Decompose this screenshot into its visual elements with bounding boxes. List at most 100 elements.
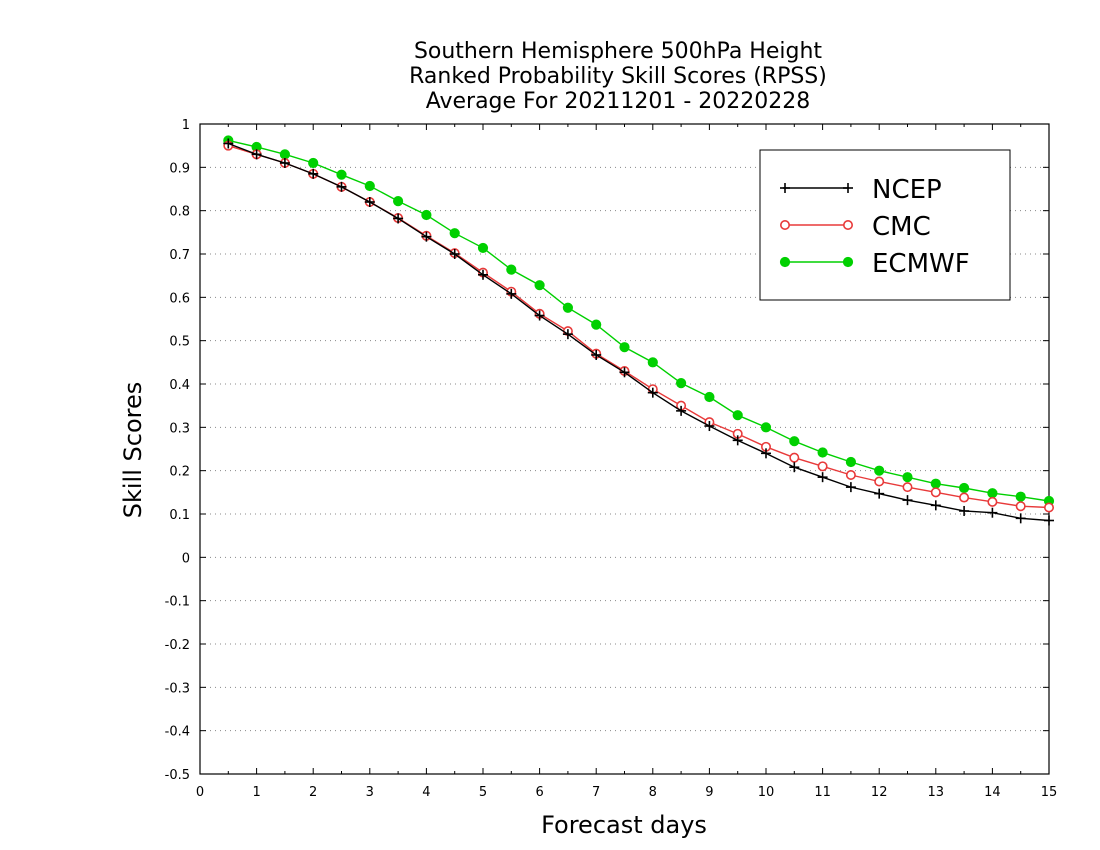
data-point — [845, 469, 856, 480]
data-point — [1044, 502, 1055, 513]
x-tick-label: 0 — [196, 785, 204, 800]
chart-title: Southern Hemisphere 500hPa HeightRanked … — [409, 39, 827, 114]
y-axis-label: Skill Scores — [119, 382, 147, 519]
x-axis-label: Forecast days — [541, 811, 707, 839]
data-point — [676, 405, 687, 416]
x-tick-label: 5 — [479, 785, 487, 800]
data-point — [760, 422, 772, 433]
data-point — [393, 196, 404, 207]
data-point — [477, 242, 489, 254]
data-point — [761, 448, 771, 459]
data-point — [562, 329, 573, 340]
data-point — [987, 496, 998, 507]
y-tick-label: 0.2 — [169, 465, 190, 480]
data-point — [987, 488, 998, 499]
legend-item: NCEP — [780, 175, 942, 205]
data-point — [789, 452, 800, 463]
data-point — [393, 213, 404, 224]
data-point — [279, 158, 290, 168]
x-tick-label: 4 — [422, 785, 430, 800]
data-point — [1044, 515, 1054, 526]
data-point — [364, 197, 375, 207]
data-point — [308, 168, 319, 179]
series-line — [228, 142, 1050, 522]
x-tick-label: 13 — [928, 785, 945, 800]
data-point — [449, 249, 460, 259]
data-point — [1015, 491, 1026, 502]
legend-marker — [780, 183, 790, 193]
data-point — [591, 349, 602, 360]
chart-title-line: Southern Hemisphere 500hPa Height — [414, 39, 822, 64]
data-point — [732, 435, 743, 446]
y-tick-label: 0.8 — [169, 205, 190, 220]
data-point — [364, 180, 375, 192]
data-point — [817, 461, 828, 472]
y-axis: -0.5 -0.4 -0.3 -0.2 -0.1 0 0.1 0.2 0.3 0.4 0.5 0.6 0… — [165, 118, 1049, 783]
data-point — [308, 157, 319, 169]
legend-marker — [779, 256, 791, 268]
data-point — [421, 231, 432, 242]
chart-title-line: Ranked Probability Skill Scores (RPSS) — [409, 64, 827, 89]
y-tick-label: 1 — [182, 118, 190, 133]
legend-marker — [779, 220, 790, 231]
legend-item: CMC — [779, 212, 931, 242]
data-point — [930, 478, 941, 489]
y-tick-label: 0.3 — [169, 421, 190, 436]
data-point — [1015, 513, 1026, 524]
y-tick-label: -0.5 — [165, 768, 190, 783]
data-point — [506, 288, 517, 299]
data-point — [959, 505, 970, 516]
legend-marker — [842, 256, 854, 268]
data-point — [647, 357, 658, 368]
x-tick-label: 3 — [366, 785, 374, 800]
data-point — [676, 378, 687, 389]
data-point — [732, 410, 743, 421]
data-point — [874, 476, 885, 487]
data-point — [987, 507, 998, 518]
legend-label: CMC — [872, 212, 931, 242]
data-point — [336, 169, 347, 180]
data-point — [845, 456, 857, 468]
data-point — [336, 181, 347, 192]
data-point — [902, 472, 913, 483]
data-point — [930, 500, 941, 511]
legend: NCEP CMC ECMWF — [759, 149, 1011, 301]
x-tick-label: 8 — [649, 785, 657, 800]
data-point — [534, 280, 545, 291]
data-point — [789, 436, 800, 447]
series-ncep — [223, 138, 1054, 526]
data-point — [534, 310, 545, 321]
chart-title-line: Average For 20211201 - 20220228 — [426, 89, 811, 114]
x-tick-label: 12 — [871, 785, 888, 800]
data-point — [506, 264, 517, 275]
y-tick-label: 0.6 — [169, 291, 190, 306]
y-tick-label: 0.4 — [169, 378, 190, 393]
series-ecmwf — [223, 135, 1055, 507]
y-tick-label: 0.1 — [169, 508, 190, 523]
y-tick-label: 0.7 — [169, 248, 190, 263]
data-point — [279, 149, 290, 160]
y-tick-label: 0.9 — [169, 161, 190, 176]
data-point — [478, 269, 488, 280]
data-point — [1015, 501, 1026, 512]
data-point — [223, 138, 234, 149]
data-point — [421, 209, 432, 221]
data-point — [902, 482, 913, 493]
series-layer — [223, 135, 1055, 526]
data-point — [789, 462, 800, 473]
legend-marker — [843, 183, 853, 193]
x-tick-label: 6 — [535, 785, 543, 800]
x-tick-label: 7 — [592, 785, 600, 800]
data-point — [930, 487, 941, 498]
data-point — [591, 319, 602, 330]
data-point — [817, 447, 828, 458]
data-point — [817, 472, 828, 483]
data-point — [647, 387, 658, 398]
data-point — [449, 228, 460, 239]
x-tick-label: 15 — [1041, 785, 1058, 800]
data-point — [704, 391, 715, 403]
y-tick-label: -0.2 — [165, 638, 190, 653]
x-tick-label: 11 — [814, 785, 831, 800]
data-point — [874, 465, 885, 476]
